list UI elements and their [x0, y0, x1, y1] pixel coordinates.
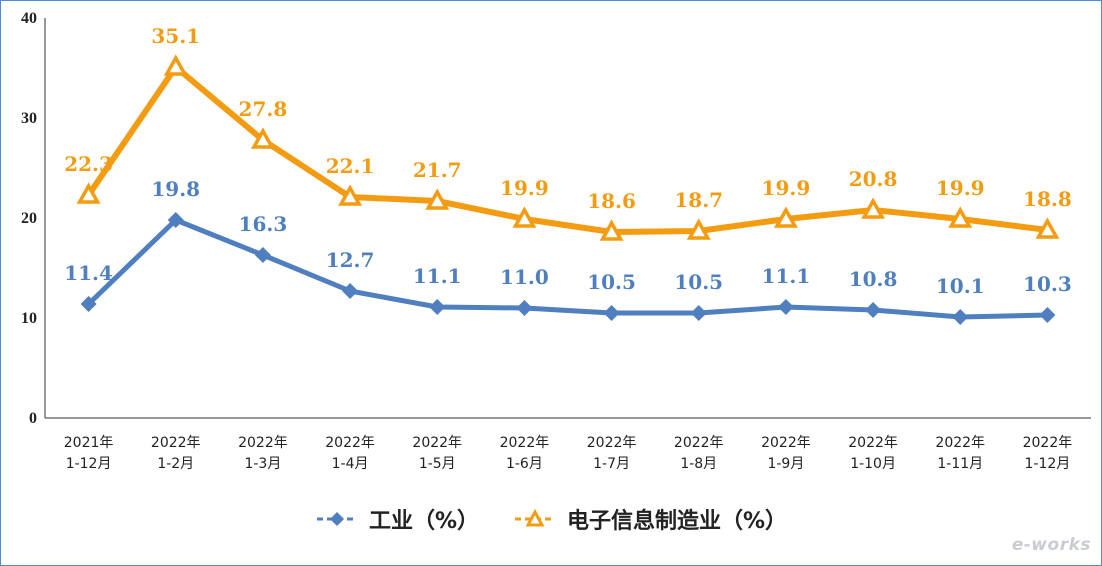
data-label: 19.9 — [762, 176, 811, 200]
data-label: 10.5 — [674, 270, 723, 294]
series-markers — [76, 54, 1060, 325]
x-tick-label: 1-3月 — [244, 456, 281, 472]
series-line-2 — [86, 64, 1048, 235]
y-tick-label: 30 — [21, 110, 37, 127]
data-label: 18.6 — [587, 189, 636, 213]
logo-text: e-works — [1011, 535, 1091, 555]
triangle-marker — [599, 219, 624, 241]
diamond-marker — [516, 300, 533, 316]
data-label: 18.7 — [674, 188, 723, 212]
triangle-marker — [512, 206, 537, 228]
data-label: 10.3 — [1023, 272, 1072, 296]
data-label: 19.9 — [500, 176, 549, 200]
triangle-marker — [163, 54, 188, 76]
series-line-1 — [86, 217, 1048, 320]
diamond-marker — [80, 296, 97, 312]
diamond-marker — [167, 212, 184, 228]
triangle-marker — [686, 218, 711, 240]
diamond-marker — [1039, 307, 1056, 323]
x-tick-label: 2022年 — [325, 435, 375, 451]
triangle-marker — [338, 184, 363, 206]
x-tick-label: 2022年 — [935, 435, 985, 451]
x-tick-label: 2022年 — [500, 435, 550, 451]
y-tick-label: 40 — [21, 10, 37, 27]
diamond-marker — [254, 247, 271, 263]
x-tick-label: 2022年 — [238, 435, 288, 451]
x-tick-label: 1-2月 — [157, 456, 194, 472]
x-tick-label: 2022年 — [412, 435, 462, 451]
x-tick-label: 1-11月 — [937, 456, 983, 472]
data-label: 11.1 — [762, 264, 811, 288]
triangle-line-icon — [515, 509, 555, 527]
legend-label-electronics: 电子信息制造业（%） — [567, 509, 788, 534]
legend: 工业（%） 电子信息制造业（%） — [1, 499, 1101, 539]
diamond-marker — [865, 302, 882, 318]
y-tick-label: 20 — [21, 210, 37, 227]
x-tick-label: 1-12月 — [66, 456, 112, 472]
diamond-marker — [690, 305, 707, 321]
data-label: 12.7 — [326, 248, 375, 272]
triangle-marker — [861, 197, 886, 219]
eworks-logo: e-works — [1012, 535, 1091, 555]
y-axis-ticks: 0 10 20 30 40 — [21, 10, 37, 427]
data-label: 19.9 — [936, 176, 985, 200]
x-tick-label: 1-7月 — [593, 456, 630, 472]
triangle-marker — [250, 127, 275, 149]
x-tick-label: 1-4月 — [332, 456, 369, 472]
data-label: 18.8 — [1023, 187, 1072, 211]
x-tick-label: 2022年 — [674, 435, 724, 451]
x-tick-label: 2022年 — [151, 435, 201, 451]
data-label: 10.8 — [849, 267, 898, 291]
legend-item-electronics: 电子信息制造业（%） — [513, 503, 787, 535]
triangle-marker — [948, 206, 973, 228]
data-label: 20.8 — [849, 167, 898, 191]
data-label: 27.8 — [239, 97, 288, 121]
y-tick-label: 10 — [21, 310, 37, 327]
x-tick-label: 2021年 — [64, 435, 114, 451]
x-axis-ticks: 2021年 1-12月 2022年 1-2月 2022年 1-3月 2022年 1-4月 202… — [64, 435, 1072, 472]
triangle-marker — [425, 188, 450, 210]
x-tick-label: 1-8月 — [680, 456, 717, 472]
data-label: 11.1 — [413, 264, 462, 288]
legend-label-industry: 工业（%） — [368, 509, 479, 534]
legend-item-industry: 工业（%） — [315, 503, 479, 535]
y-tick-label: 0 — [29, 410, 37, 427]
data-label: 11.0 — [500, 265, 549, 289]
diamond-marker — [603, 305, 620, 321]
data-label: 16.3 — [239, 212, 288, 236]
series-lines — [86, 64, 1048, 320]
x-tick-label: 2022年 — [587, 435, 637, 451]
diamond-line-icon — [316, 512, 357, 526]
data-label: 10.5 — [587, 270, 636, 294]
diamond-marker — [952, 309, 969, 325]
data-label: 19.8 — [151, 177, 200, 201]
diamond-marker — [342, 283, 359, 299]
triangle-marker — [76, 182, 101, 204]
x-tick-label: 1-10月 — [850, 456, 896, 472]
data-label: 22.1 — [326, 154, 375, 178]
x-tick-label: 1-9月 — [767, 456, 804, 472]
data-label: 21.7 — [413, 158, 462, 182]
x-tick-label: 1-6月 — [506, 456, 543, 472]
data-labels: 11.4 19.8 16.3 12.7 11.1 11.0 10.5 10.5 11.1 10.8… — [64, 24, 1072, 298]
axes — [44, 18, 1091, 419]
data-label: 22.3 — [64, 152, 113, 176]
data-label: 10.1 — [936, 274, 985, 298]
x-tick-label: 2022年 — [1023, 435, 1073, 451]
triangle-marker — [1035, 217, 1060, 239]
triangle-marker — [773, 206, 798, 228]
x-tick-label: 2022年 — [761, 435, 811, 451]
x-tick-label: 1-12月 — [1025, 456, 1071, 472]
diamond-marker — [429, 299, 446, 315]
data-label: 11.4 — [64, 261, 113, 285]
data-label: 35.1 — [151, 24, 200, 48]
x-tick-label: 1-5月 — [419, 456, 456, 472]
diamond-marker — [777, 299, 794, 315]
x-tick-label: 2022年 — [848, 435, 898, 451]
